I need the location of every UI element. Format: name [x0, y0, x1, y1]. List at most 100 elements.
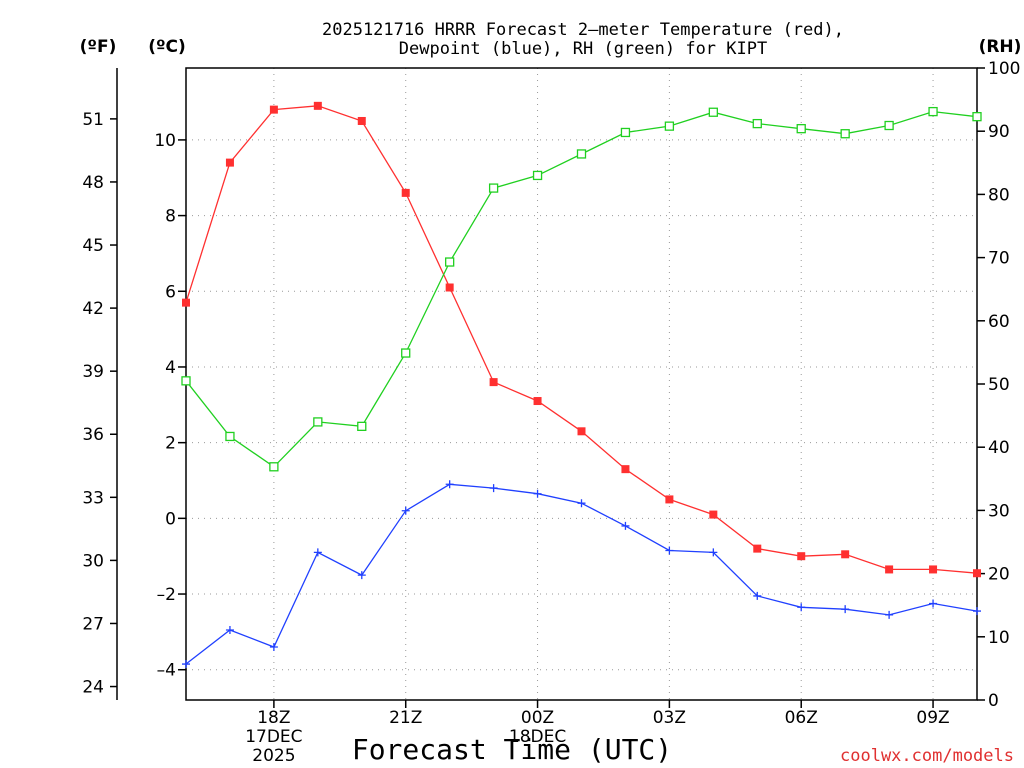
fahrenheit-axis: 24 27 30 33 36 39 42 45 48 51: [82, 110, 117, 698]
dewpoint-point: [577, 499, 586, 508]
rh-point: [225, 431, 235, 442]
rh-tick-label: 80: [988, 185, 1010, 205]
rh-tick-label: 60: [988, 312, 1010, 332]
rh-tick-label: 50: [988, 375, 1010, 395]
fahrenheit-tick-label: 27: [82, 614, 104, 634]
celsius-tick-label: 8: [165, 207, 176, 227]
rh-point: [928, 106, 938, 117]
rh-tick-label: 30: [988, 501, 1010, 521]
fahrenheit-tick-label: 45: [82, 236, 104, 256]
rh-point: [972, 112, 982, 122]
rh-tick-label: 40: [988, 438, 1010, 458]
temperature-point: [182, 298, 190, 307]
temperature-point: [269, 105, 278, 114]
chart-title-line-1: 2025121716 HRRR Forecast 2—meter Tempera…: [322, 20, 844, 40]
fahrenheit-tick-label: 33: [82, 488, 104, 508]
x-axis-title: Forecast Time (UTC): [352, 733, 672, 766]
temperature-point: [445, 283, 454, 292]
rh-point: [181, 376, 191, 386]
temperature-point: [533, 397, 542, 406]
rh-point: [884, 120, 894, 131]
rh-unit-label: (RH): [979, 37, 1022, 57]
celsius-axis: –4 –2 0 2 4 6 8 10: [154, 131, 186, 681]
rh-point: [445, 257, 455, 267]
rh-axis: 0 10 20 30 40 50 60 70 80 90 100: [977, 59, 1020, 711]
celsius-unit-label: (ºC): [148, 37, 186, 57]
celsius-tick-label: 4: [165, 358, 176, 378]
celsius-tick-label: 10: [154, 131, 176, 151]
dewpoint-point: [225, 625, 234, 634]
dewpoint-point: [489, 484, 498, 493]
temperature-series: [182, 101, 981, 578]
chart-title-line-2: Dewpoint (blue), RH (green) for KIPT: [399, 39, 767, 59]
rh-point: [664, 121, 675, 131]
dewpoint-point: [709, 548, 718, 557]
fahrenheit-tick-label: 48: [82, 173, 104, 193]
dewpoint-point: [929, 599, 938, 608]
dewpoint-series: [182, 480, 981, 669]
temperature-point: [797, 552, 806, 561]
dewpoint-point: [533, 489, 542, 498]
rh-point: [488, 183, 499, 193]
celsius-tick-label: 6: [165, 282, 176, 302]
rh-tick-label: 70: [988, 249, 1010, 269]
grid-lines: [186, 68, 977, 700]
rh-line: [185, 110, 978, 468]
rh-point: [576, 149, 587, 159]
rh-point: [532, 170, 543, 181]
fahrenheit-tick-label: 30: [82, 551, 104, 571]
fahrenheit-tick-label: 51: [82, 110, 104, 130]
dewpoint-point: [665, 546, 674, 555]
rh-tick-label: 10: [988, 628, 1010, 648]
time-tick-label: 18Z: [257, 708, 290, 728]
fahrenheit-unit-label: (ºF): [80, 37, 117, 57]
celsius-tick-label: 2: [165, 434, 176, 454]
temperature-point: [621, 465, 630, 474]
temperature-point: [489, 378, 498, 387]
fahrenheit-tick-label: 36: [82, 425, 104, 445]
dewpoint-point: [841, 605, 850, 614]
dewpoint-point: [753, 591, 762, 600]
celsius-tick-label: –4: [157, 661, 176, 681]
time-tick-label: 06Z: [785, 708, 818, 728]
dewpoint-point: [885, 610, 894, 619]
temperature-point: [841, 550, 850, 559]
rh-point: [708, 107, 718, 117]
rh-point: [269, 462, 279, 472]
dewpoint-point: [313, 548, 322, 557]
time-tick-label: 03Z: [653, 708, 686, 728]
temperature-point: [709, 510, 718, 519]
temperature-point: [929, 565, 938, 574]
temperature-point: [225, 158, 234, 167]
series-layer: [181, 101, 982, 669]
rh-tick-label: 90: [988, 122, 1010, 142]
time-tick-label: 09Z: [916, 708, 949, 728]
plot-frame: [185, 67, 978, 701]
time-tick-label: 00Z: [521, 708, 554, 728]
temperature-point: [665, 495, 674, 504]
rh-point: [620, 127, 631, 138]
fahrenheit-tick-label: 42: [82, 299, 104, 319]
temperature-point: [973, 569, 981, 578]
time-tick-date: 18DEC: [509, 727, 566, 747]
dewpoint-point: [401, 506, 410, 515]
rh-point: [840, 129, 850, 139]
fahrenheit-tick-label: 24: [82, 678, 104, 698]
dewpoint-point: [973, 607, 981, 616]
temperature-point: [357, 116, 366, 125]
temperature-point: [885, 565, 894, 574]
rh-tick-label: 20: [988, 565, 1010, 585]
celsius-tick-label: –2: [157, 585, 176, 605]
temperature-point: [401, 188, 410, 197]
time-tick-label: 21Z: [389, 708, 422, 728]
rh-point: [752, 118, 762, 129]
rh-tick-label: 0: [988, 691, 999, 711]
rh-tick-label: 100: [988, 59, 1020, 79]
dewpoint-point: [797, 603, 806, 612]
credit-text: coolwx.com/models: [840, 746, 1014, 766]
rh-point: [401, 348, 411, 358]
rh-series: [181, 106, 982, 472]
time-tick-date: 17DEC: [245, 727, 302, 747]
